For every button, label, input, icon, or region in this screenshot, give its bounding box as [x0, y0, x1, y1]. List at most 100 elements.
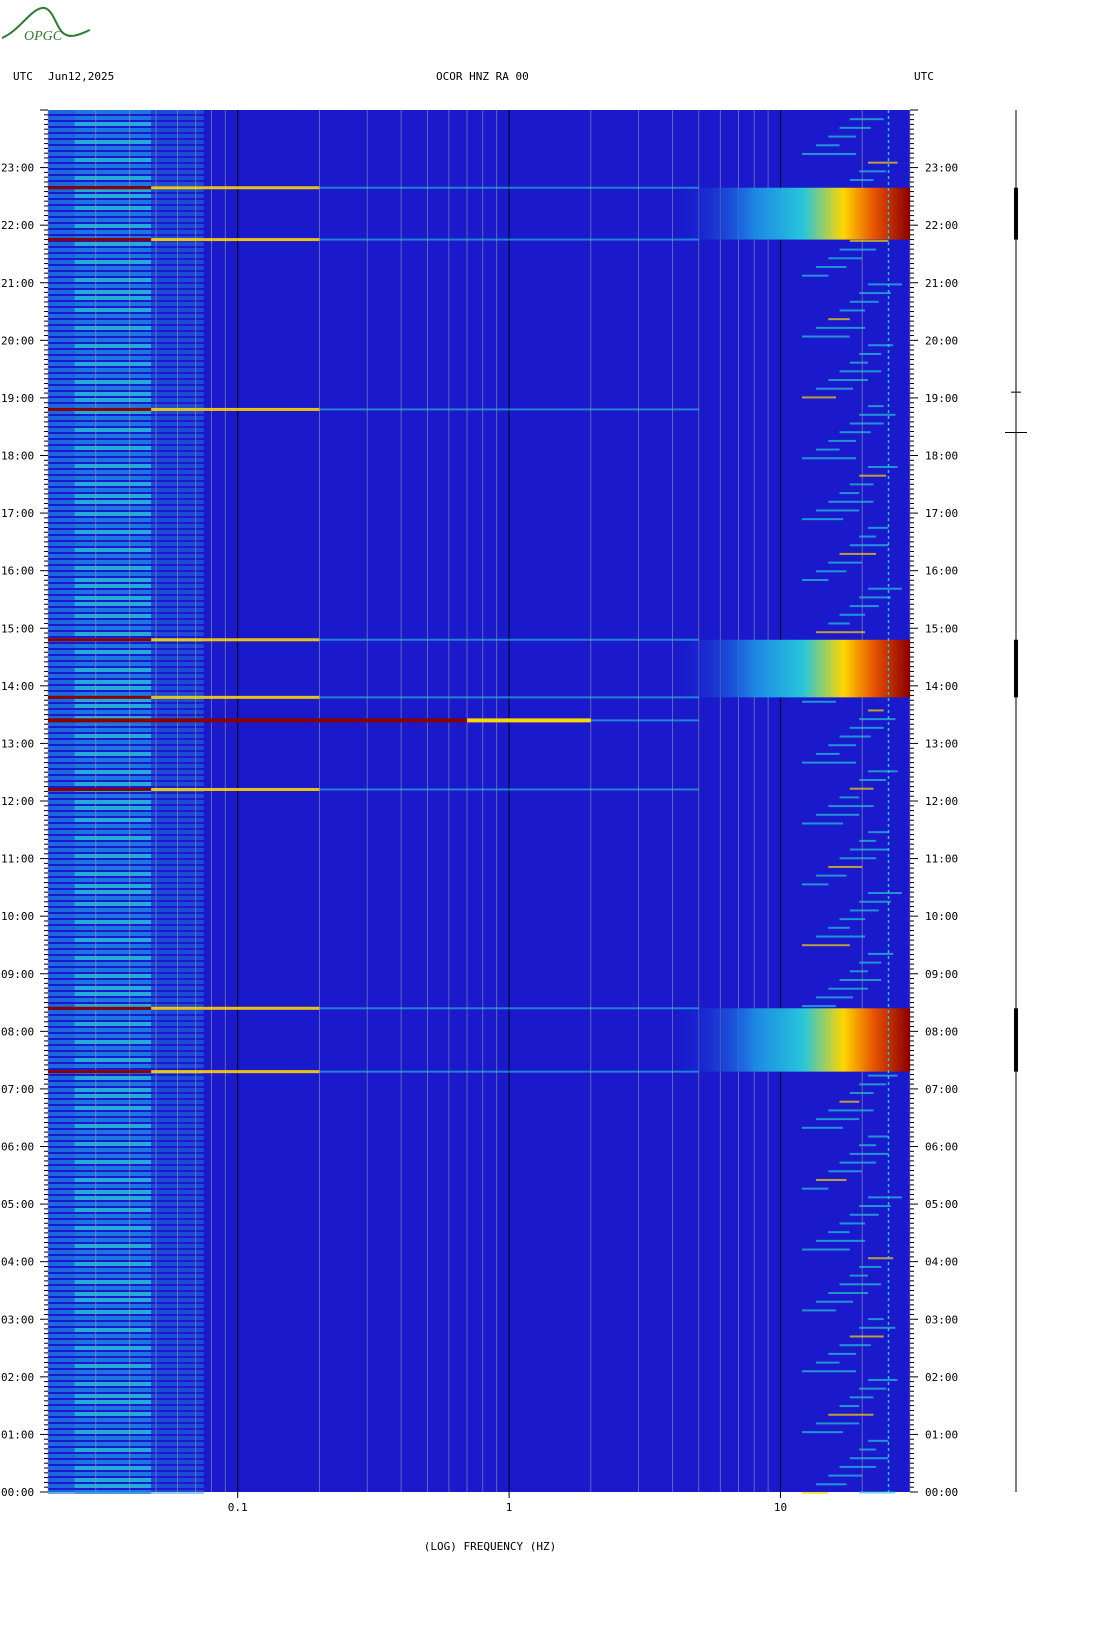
noise-mark	[859, 718, 896, 721]
y-tick-label-left: 13:00	[1, 737, 34, 750]
low-freq-band	[48, 1028, 75, 1032]
bright-line-low	[48, 238, 152, 242]
y-tick-label-right: 11:00	[925, 853, 958, 866]
low-freq-band	[74, 242, 152, 246]
bright-line-mid	[151, 407, 320, 411]
low-freq-band	[74, 1124, 152, 1128]
low-freq-band	[74, 746, 152, 750]
low-freq-band	[48, 518, 75, 522]
low-freq-band	[48, 1334, 75, 1338]
low-freq-band	[48, 686, 75, 690]
low-freq-band	[48, 956, 75, 960]
y-tick-label-left: 03:00	[1, 1313, 34, 1326]
low-freq-band	[74, 1058, 152, 1062]
noise-mark	[801, 396, 836, 399]
low-freq-band	[74, 1466, 152, 1470]
bright-line-mid	[151, 787, 320, 791]
low-freq-band	[48, 458, 75, 462]
low-freq-band	[48, 1292, 75, 1296]
date-label: Jun12,2025	[48, 70, 115, 83]
noise-mark	[815, 570, 847, 573]
low-freq-band	[48, 392, 75, 396]
low-freq-band	[48, 1412, 75, 1416]
noise-mark	[849, 605, 879, 608]
y-tick-label-left: 18:00	[1, 450, 34, 463]
low-freq-band	[74, 1040, 152, 1044]
low-freq-band	[74, 1052, 152, 1056]
low-freq-band	[48, 1268, 75, 1272]
y-tick-label-right: 13:00	[925, 737, 958, 750]
low-freq-band	[48, 404, 75, 408]
low-freq-band	[74, 1418, 152, 1422]
low-freq-band	[74, 182, 152, 186]
low-freq-band	[48, 1322, 75, 1326]
noise-mark	[815, 1178, 847, 1181]
low-freq-band	[48, 1490, 75, 1494]
low-freq-band	[74, 1388, 152, 1392]
low-freq-band	[48, 1208, 75, 1212]
low-freq-band	[74, 278, 152, 282]
low-freq-band	[74, 1316, 152, 1320]
low-freq-band	[48, 1478, 75, 1482]
low-freq-band	[74, 542, 152, 546]
low-freq-band	[74, 710, 152, 714]
low-freq-band	[48, 536, 75, 540]
noise-mark	[828, 561, 863, 564]
noise-mark	[801, 1126, 844, 1129]
low-freq-band	[74, 1220, 152, 1224]
low-freq-band	[74, 620, 152, 624]
low-freq-band	[74, 158, 152, 162]
low-freq-band	[74, 668, 152, 672]
low-freq-band	[74, 998, 152, 1002]
y-tick-label-left: 04:00	[1, 1256, 34, 1269]
low-freq-band	[74, 314, 152, 318]
low-freq-band	[74, 728, 152, 732]
low-freq-band	[48, 1046, 75, 1050]
low-freq-band	[74, 980, 152, 984]
low-freq-band	[48, 488, 75, 492]
noise-mark	[867, 405, 884, 408]
low-freq-band	[74, 320, 152, 324]
bright-line-low	[48, 695, 152, 699]
low-freq-band	[74, 122, 152, 126]
low-freq-band	[48, 242, 75, 246]
low-freq-band	[48, 584, 75, 588]
low-freq-band	[48, 1190, 75, 1194]
low-freq-band	[74, 140, 152, 144]
low-freq-band	[74, 146, 152, 150]
low-freq-band	[48, 284, 75, 288]
y-tick-label-right: 14:00	[925, 680, 958, 693]
low-freq-band	[74, 1460, 152, 1464]
noise-mark	[839, 735, 871, 738]
noise-mark	[839, 1283, 882, 1286]
low-freq-band	[74, 476, 152, 480]
low-freq-band	[74, 614, 152, 618]
low-freq-band	[48, 800, 75, 804]
noise-mark	[849, 1335, 884, 1338]
low-freq-band	[48, 368, 75, 372]
noise-mark	[859, 961, 882, 964]
noise-mark	[849, 1213, 879, 1216]
bright-line-mid	[151, 1070, 320, 1074]
bright-line-tail	[319, 1007, 699, 1010]
low-freq-band	[74, 1334, 152, 1338]
low-freq-band	[74, 1142, 152, 1146]
low-freq-band	[74, 128, 152, 132]
y-tick-label-right: 06:00	[925, 1141, 958, 1154]
noise-mark	[801, 1309, 836, 1312]
low-freq-band	[74, 944, 152, 948]
low-freq-band	[48, 542, 75, 546]
noise-mark	[828, 439, 857, 442]
low-freq-band	[48, 620, 75, 624]
noise-mark	[815, 1361, 840, 1364]
low-freq-band	[74, 326, 152, 330]
noise-mark	[849, 118, 884, 121]
noise-mark	[801, 457, 857, 460]
low-freq-band	[74, 878, 152, 882]
noise-mark	[839, 1344, 871, 1347]
bright-line-mid	[151, 186, 320, 190]
low-freq-band	[48, 494, 75, 498]
y-tick-label-right: 08:00	[925, 1025, 958, 1038]
low-freq-band	[48, 356, 75, 360]
noise-mark	[828, 865, 863, 868]
